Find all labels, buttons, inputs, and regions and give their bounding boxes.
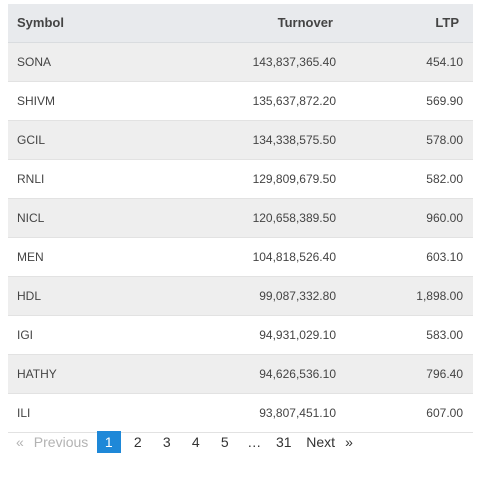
cell-turnover: 99,087,332.80: [168, 276, 338, 316]
cell-ltp: 454.10: [338, 42, 473, 82]
page-button-3[interactable]: 3: [162, 434, 171, 450]
table-row: IGI 94,931,029.10 583.00: [8, 315, 473, 355]
turnover-table: Symbol Turnover LTP SONA 143,837,365.40 …: [8, 4, 473, 433]
table-row: MEN 104,818,526.40 603.10: [8, 237, 473, 277]
pagination-ellipsis: …: [247, 434, 262, 450]
cell-ltp: 960.00: [338, 198, 473, 238]
cell-symbol: MEN: [8, 237, 168, 277]
cell-turnover: 104,818,526.40: [168, 237, 338, 277]
page-button-last[interactable]: 31: [275, 434, 292, 450]
table-row: ILI 93,807,451.10 607.00: [8, 393, 473, 433]
next-label: Next: [306, 434, 336, 450]
header-symbol[interactable]: Symbol: [8, 4, 168, 43]
page-button-5[interactable]: 5: [220, 434, 229, 450]
cell-symbol: IGI: [8, 315, 168, 355]
cell-ltp: 603.10: [338, 237, 473, 277]
cell-turnover: 143,837,365.40: [168, 42, 338, 82]
header-turnover[interactable]: Turnover: [168, 4, 338, 43]
cell-turnover: 135,637,872.20: [168, 81, 338, 121]
cell-symbol: ILI: [8, 393, 168, 433]
cell-ltp: 569.90: [338, 81, 473, 121]
cell-ltp: 796.40: [338, 354, 473, 394]
table-row: HDL 99,087,332.80 1,898.00: [8, 276, 473, 316]
cell-symbol: RNLI: [8, 159, 168, 199]
cell-ltp: 583.00: [338, 315, 473, 355]
cell-ltp: 578.00: [338, 120, 473, 160]
table-row: NICL 120,658,389.50 960.00: [8, 198, 473, 238]
cell-symbol: SHIVM: [8, 81, 168, 121]
page-button-2[interactable]: 2: [133, 434, 142, 450]
page-button-4[interactable]: 4: [191, 434, 200, 450]
cell-turnover: 94,931,029.10: [168, 315, 338, 355]
header-ltp[interactable]: LTP: [338, 4, 473, 43]
next-page-button[interactable]: Next »: [298, 431, 353, 453]
cell-ltp: 582.00: [338, 159, 473, 199]
cell-turnover: 94,626,536.10: [168, 354, 338, 394]
table-row: RNLI 129,809,679.50 582.00: [8, 159, 473, 199]
cell-symbol: GCIL: [8, 120, 168, 160]
cell-turnover: 129,809,679.50: [168, 159, 338, 199]
table-header-row: Symbol Turnover LTP: [8, 4, 473, 43]
pagination: « Previous 1 2 3 4 5 … 31 Next »: [8, 430, 353, 454]
cell-symbol: HDL: [8, 276, 168, 316]
double-chevron-right-icon: »: [345, 434, 353, 450]
cell-turnover: 134,338,575.50: [168, 120, 338, 160]
page-button-1[interactable]: 1: [96, 431, 121, 453]
cell-symbol: SONA: [8, 42, 168, 82]
table-row: GCIL 134,338,575.50 578.00: [8, 120, 473, 160]
table-row: SONA 143,837,365.40 454.10: [8, 42, 473, 82]
table-row: HATHY 94,626,536.10 796.40: [8, 354, 473, 394]
cell-symbol: HATHY: [8, 354, 168, 394]
turnover-table-container: Symbol Turnover LTP SONA 143,837,365.40 …: [8, 4, 473, 433]
cell-turnover: 120,658,389.50: [168, 198, 338, 238]
table-row: SHIVM 135,637,872.20 569.90: [8, 81, 473, 121]
double-chevron-left-icon: «: [16, 434, 24, 450]
cell-turnover: 93,807,451.10: [168, 393, 338, 433]
previous-page-button: « Previous: [8, 431, 92, 453]
cell-symbol: NICL: [8, 198, 168, 238]
cell-ltp: 607.00: [338, 393, 473, 433]
cell-ltp: 1,898.00: [338, 276, 473, 316]
previous-label: Previous: [33, 434, 89, 450]
